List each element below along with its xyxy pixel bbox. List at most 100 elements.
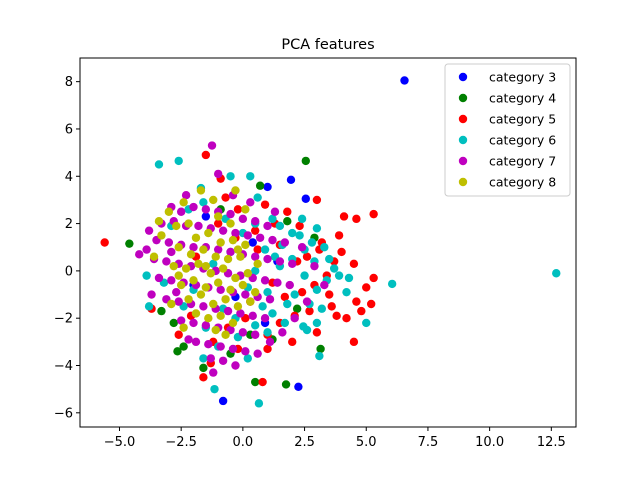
data-point [352, 214, 361, 224]
data-point [268, 309, 277, 318]
data-point [218, 356, 228, 365]
data-point [207, 141, 217, 150]
data-point [275, 257, 285, 266]
data-point [251, 252, 260, 261]
data-point [204, 228, 213, 238]
data-point [400, 76, 409, 85]
x-tick-label: 5.0 [356, 435, 377, 450]
data-point [226, 209, 235, 219]
data-point [167, 247, 176, 257]
data-point [241, 290, 250, 299]
data-point [288, 259, 297, 268]
data-point [316, 344, 325, 354]
data-points [100, 76, 561, 408]
data-point [552, 269, 561, 278]
data-point [268, 214, 277, 224]
x-tick-label: 2.5 [294, 435, 315, 450]
legend-marker [458, 177, 468, 187]
data-point [357, 306, 366, 316]
y-tick-label: 0 [65, 264, 73, 279]
data-point [231, 228, 240, 238]
data-point [329, 264, 339, 273]
series-category-7 [135, 141, 329, 377]
data-point [236, 309, 245, 318]
data-point [223, 306, 233, 316]
data-point [226, 285, 235, 295]
data-point [265, 295, 275, 304]
data-point [216, 311, 225, 321]
data-point [154, 273, 164, 283]
data-point [295, 221, 304, 231]
data-point [334, 271, 344, 280]
data-point [280, 238, 290, 247]
data-point [275, 221, 285, 231]
y-axis: −6 −4 −2 0 2 4 6 8 [54, 75, 80, 421]
data-point [209, 368, 218, 377]
data-point [295, 231, 304, 240]
data-point [189, 202, 198, 212]
y-tick-label: 6 [65, 122, 73, 137]
data-point [228, 344, 238, 354]
data-point [184, 295, 193, 304]
legend-box [444, 63, 571, 197]
data-point [199, 198, 208, 207]
data-point [362, 283, 371, 292]
data-point [253, 245, 262, 254]
data-point [312, 224, 322, 233]
data-point [253, 193, 262, 202]
data-point [352, 297, 361, 306]
data-point [176, 280, 186, 290]
data-point [238, 328, 248, 337]
data-point [211, 325, 220, 335]
data-point [268, 235, 277, 245]
x-tick-label: 7.5 [418, 435, 439, 450]
data-point [196, 186, 206, 195]
data-point [260, 200, 270, 209]
data-point [270, 207, 280, 216]
data-point [181, 190, 191, 200]
data-point [216, 285, 225, 295]
data-point [189, 318, 198, 328]
data-point [181, 264, 191, 273]
data-point [290, 313, 299, 323]
data-point [174, 156, 183, 166]
data-point [191, 337, 201, 347]
data-point [263, 182, 272, 192]
data-point [233, 205, 243, 214]
data-point [157, 306, 166, 316]
x-axis: −5.0 −2.5 0.0 2.5 5.0 7.5 10.0 12.5 [104, 427, 566, 450]
data-point [251, 226, 260, 235]
data-point [176, 207, 186, 216]
data-point [199, 245, 208, 254]
data-point [292, 304, 302, 313]
data-point [246, 172, 255, 181]
data-point [213, 212, 223, 221]
data-point [300, 271, 309, 280]
data-point [176, 316, 186, 325]
data-point [157, 231, 166, 240]
data-point [260, 276, 270, 285]
data-point [362, 318, 371, 328]
data-point [154, 217, 164, 226]
data-point [297, 214, 307, 224]
data-point [258, 302, 267, 311]
data-point [254, 399, 264, 408]
legend-marker [458, 156, 468, 166]
data-point [196, 290, 206, 299]
data-point [320, 280, 329, 290]
data-point [218, 226, 228, 235]
plot-frame [79, 57, 577, 428]
data-point [189, 276, 198, 285]
data-point [135, 250, 144, 259]
data-point [332, 311, 341, 321]
data-point [246, 198, 255, 207]
data-point [162, 257, 171, 266]
data-point [312, 328, 322, 337]
data-point [342, 313, 351, 323]
data-point [243, 269, 252, 278]
data-point [320, 243, 329, 252]
data-point [149, 252, 159, 261]
data-point [236, 252, 245, 261]
data-point [253, 259, 262, 268]
